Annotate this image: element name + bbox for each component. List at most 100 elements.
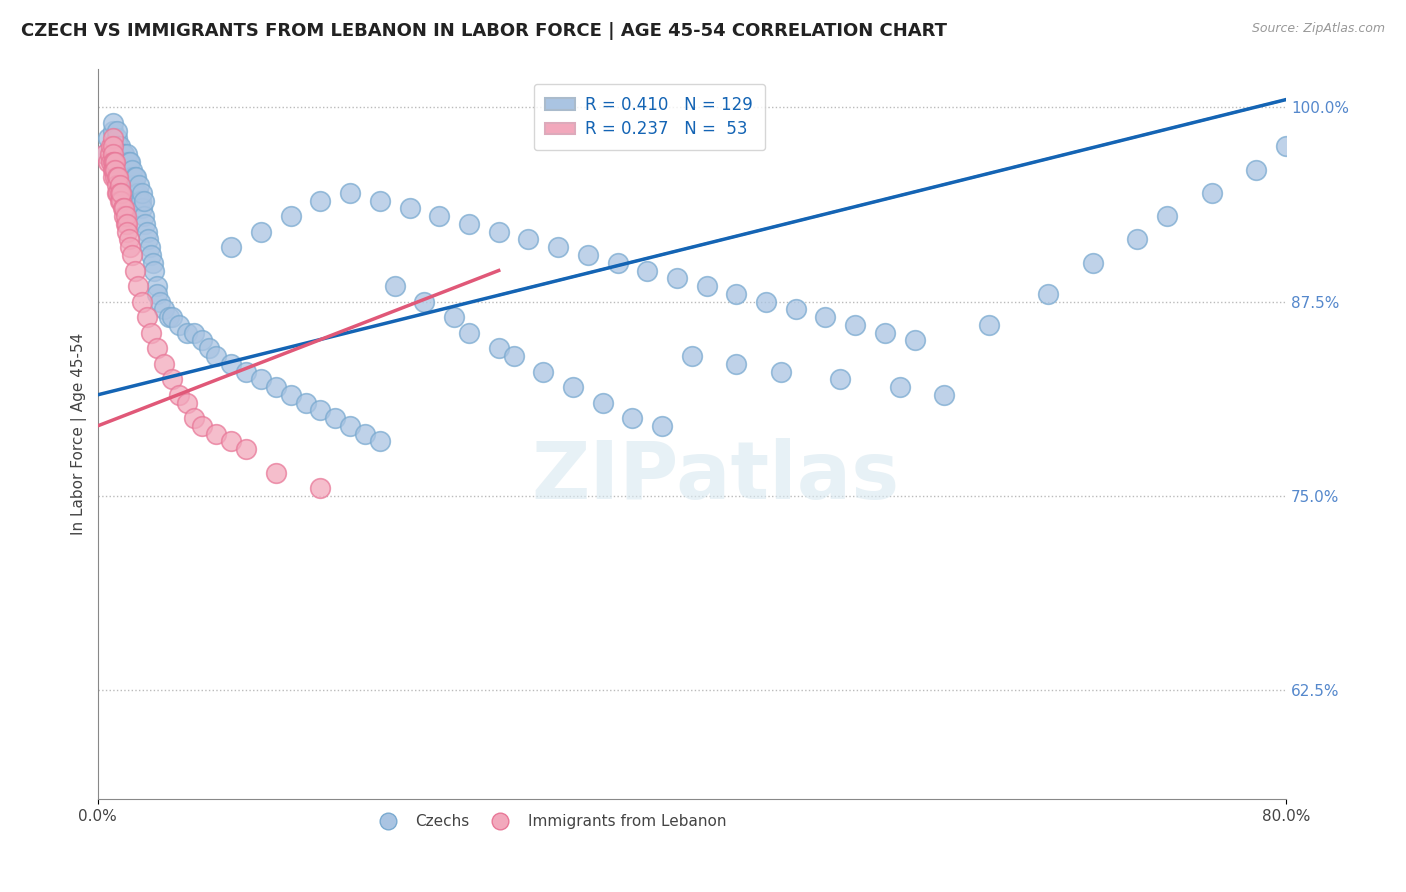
Text: ZIPatlas: ZIPatlas [531,439,900,516]
Point [250,225,273,239]
Point [190,334,212,348]
Point [101,116,124,130]
Point [977,318,1000,332]
Point [221,240,243,254]
Point [606,256,628,270]
Point [323,411,346,425]
Point [100,154,122,169]
Point [131,186,153,200]
Point [97,131,120,145]
Point [104,147,127,161]
Point [576,248,599,262]
Point [169,388,191,402]
Point [112,209,135,223]
Point [132,209,155,223]
Point [755,294,778,309]
Point [103,154,125,169]
Point [1244,162,1267,177]
Point [1126,232,1149,246]
Point [94,147,117,161]
Point [725,357,748,371]
Point [138,240,160,254]
Point [105,186,128,200]
Point [309,481,332,495]
Point [681,349,703,363]
Point [221,434,243,449]
Point [339,418,361,433]
Point [107,170,129,185]
Point [135,225,157,239]
Point [1081,256,1104,270]
Point [101,139,124,153]
Point [125,170,148,185]
Text: CZECH VS IMMIGRANTS FROM LEBANON IN LABOR FORCE | AGE 45-54 CORRELATION CHART: CZECH VS IMMIGRANTS FROM LEBANON IN LABO… [21,22,948,40]
Point [104,170,127,185]
Point [121,162,143,177]
Point [117,170,139,185]
Point [112,202,135,216]
Point [844,318,866,332]
Point [221,357,243,371]
Point [160,372,183,386]
Point [264,380,287,394]
Point [110,194,132,208]
Point [108,139,131,153]
Point [183,326,205,340]
Point [117,162,139,177]
Point [101,123,124,137]
Point [264,466,287,480]
Point [104,162,127,177]
Point [105,178,128,192]
Point [124,263,146,277]
Point [502,349,524,363]
Point [107,147,129,161]
Point [108,147,131,161]
Point [132,194,155,208]
Legend: Czechs, Immigrants from Lebanon: Czechs, Immigrants from Lebanon [367,808,733,835]
Point [118,170,141,185]
Point [117,147,139,161]
Point [112,154,135,169]
Point [124,186,146,200]
Point [121,248,143,262]
Point [110,170,132,185]
Point [125,186,148,200]
Point [112,162,135,177]
Point [111,154,134,169]
Point [94,147,117,161]
Point [101,170,124,185]
Point [101,162,124,177]
Point [205,349,228,363]
Point [873,326,896,340]
Point [769,365,792,379]
Point [101,154,124,169]
Point [105,170,128,185]
Point [127,186,149,200]
Point [122,178,145,192]
Point [143,263,166,277]
Point [146,341,169,355]
Point [108,162,131,177]
Point [1156,209,1178,223]
Point [111,202,134,216]
Point [121,170,143,185]
Point [139,326,162,340]
Point [198,341,221,355]
Point [146,279,169,293]
Point [1201,186,1223,200]
Point [153,302,176,317]
Point [129,194,152,208]
Point [128,194,150,208]
Point [183,411,205,425]
Point [458,217,481,231]
Point [127,279,149,293]
Point [889,380,911,394]
Point [100,139,122,153]
Point [339,186,361,200]
Point [105,123,128,137]
Point [205,426,228,441]
Point [110,162,132,177]
Point [115,217,138,231]
Point [134,217,156,231]
Point [250,372,273,386]
